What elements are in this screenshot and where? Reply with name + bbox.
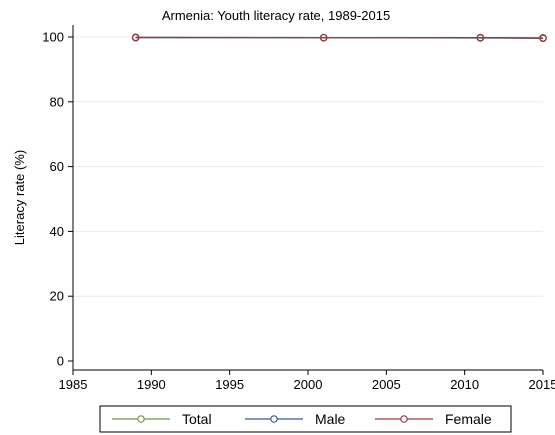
legend-swatch-marker [270, 415, 278, 423]
series-female [131, 33, 547, 42]
x-tick-label-2010: 2010 [450, 377, 479, 392]
point-female-2001 [319, 33, 328, 42]
legend-label: Female [445, 411, 492, 427]
y-tick-label-60: 60 [50, 159, 64, 174]
x-tick-label-2015: 2015 [529, 377, 555, 392]
x-tick-label-1990: 1990 [137, 377, 166, 392]
legend-label: Male [315, 411, 346, 427]
plot-area [73, 25, 543, 370]
x-tick-label-1995: 1995 [215, 377, 244, 392]
y-tick-label-100: 100 [42, 30, 64, 45]
x-tick-label-1985: 1985 [59, 377, 88, 392]
axes: 0 20 40 60 80 100 1985 1990 1995 2000 2005 2010 2015 [42, 25, 555, 392]
chart-title: Armenia: Youth literacy rate, 1989-2015 [162, 8, 390, 23]
legend-item-male: Male [245, 411, 346, 427]
y-tick-label-80: 80 [50, 94, 64, 109]
legend-item-total: Total [112, 411, 212, 427]
point-female-2015 [539, 34, 547, 42]
legend: Total Male Female [99, 405, 512, 433]
y-axis-title: Literacy rate (%) [12, 150, 27, 245]
legend-swatch-marker [400, 415, 408, 423]
y-tick-label-40: 40 [50, 224, 64, 239]
legend-item-female: Female [375, 411, 492, 427]
y-tick-label-20: 20 [50, 289, 64, 304]
series-layer [131, 33, 547, 43]
point-female-2011 [476, 33, 485, 42]
legend-label: Total [182, 411, 212, 427]
y-tick-label-0: 0 [57, 354, 64, 369]
x-tick-label-2000: 2000 [294, 377, 323, 392]
x-tick-label-2005: 2005 [372, 377, 401, 392]
legend-swatch-marker [137, 415, 145, 423]
point-female-1989 [131, 33, 140, 42]
series-line-female [135, 36, 544, 39]
